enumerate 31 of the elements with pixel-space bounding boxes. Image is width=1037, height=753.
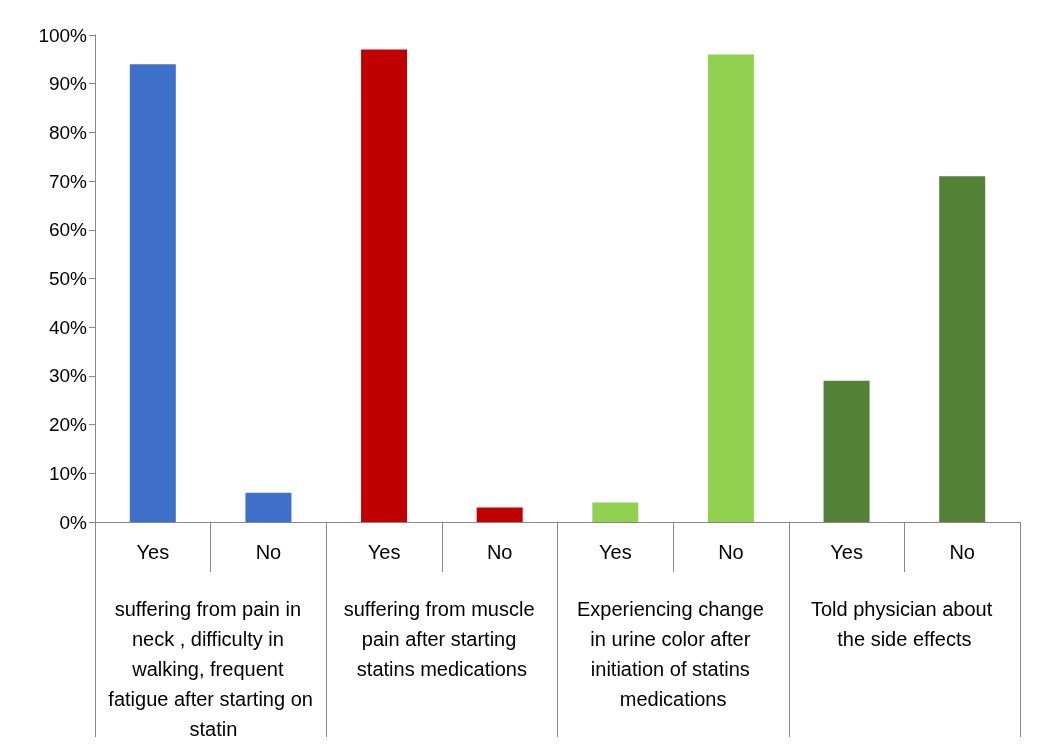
y-tick-label: 30% xyxy=(48,365,88,387)
bar xyxy=(592,502,639,522)
x-tick-label: Yes xyxy=(830,541,863,563)
x-tick-label: Yes xyxy=(136,541,170,563)
y-tick-label: 90% xyxy=(48,73,88,95)
bar xyxy=(476,507,523,522)
x-tick-label: No xyxy=(255,541,282,563)
text: suffering from pain in neck , difficulty in walking, frequent fatigue after starting on statin xyxy=(108,598,313,740)
bar xyxy=(939,176,986,522)
bar xyxy=(361,49,408,522)
bar xyxy=(707,54,754,522)
x-tick-label: No xyxy=(718,541,744,563)
x-tick-label: Yes xyxy=(367,541,401,563)
y-tick-label: 50% xyxy=(48,268,88,289)
text: Told physician about the side effects xyxy=(810,598,998,650)
y-tick-label: 20% xyxy=(48,414,88,436)
x-tick-label: No xyxy=(949,541,975,563)
bar xyxy=(129,64,176,522)
bar xyxy=(245,492,292,522)
y-tick-label: 40% xyxy=(48,316,88,338)
y-tick-label: 100% xyxy=(38,24,88,46)
y-tick-label: 10% xyxy=(48,462,88,484)
bar xyxy=(823,380,870,522)
x-tick-label: No xyxy=(486,541,513,563)
y-tick-label: 0% xyxy=(59,511,88,533)
x-tick-label: Yes xyxy=(598,541,632,563)
y-tick-label: 60% xyxy=(48,219,88,241)
y-tick-label: 70% xyxy=(48,170,88,192)
text: suffering from muscle pain after starting statins medications xyxy=(343,598,541,680)
y-tick-label: 80% xyxy=(48,121,88,143)
text: Experiencing change in urine color after initiation of statins medications xyxy=(576,598,770,710)
